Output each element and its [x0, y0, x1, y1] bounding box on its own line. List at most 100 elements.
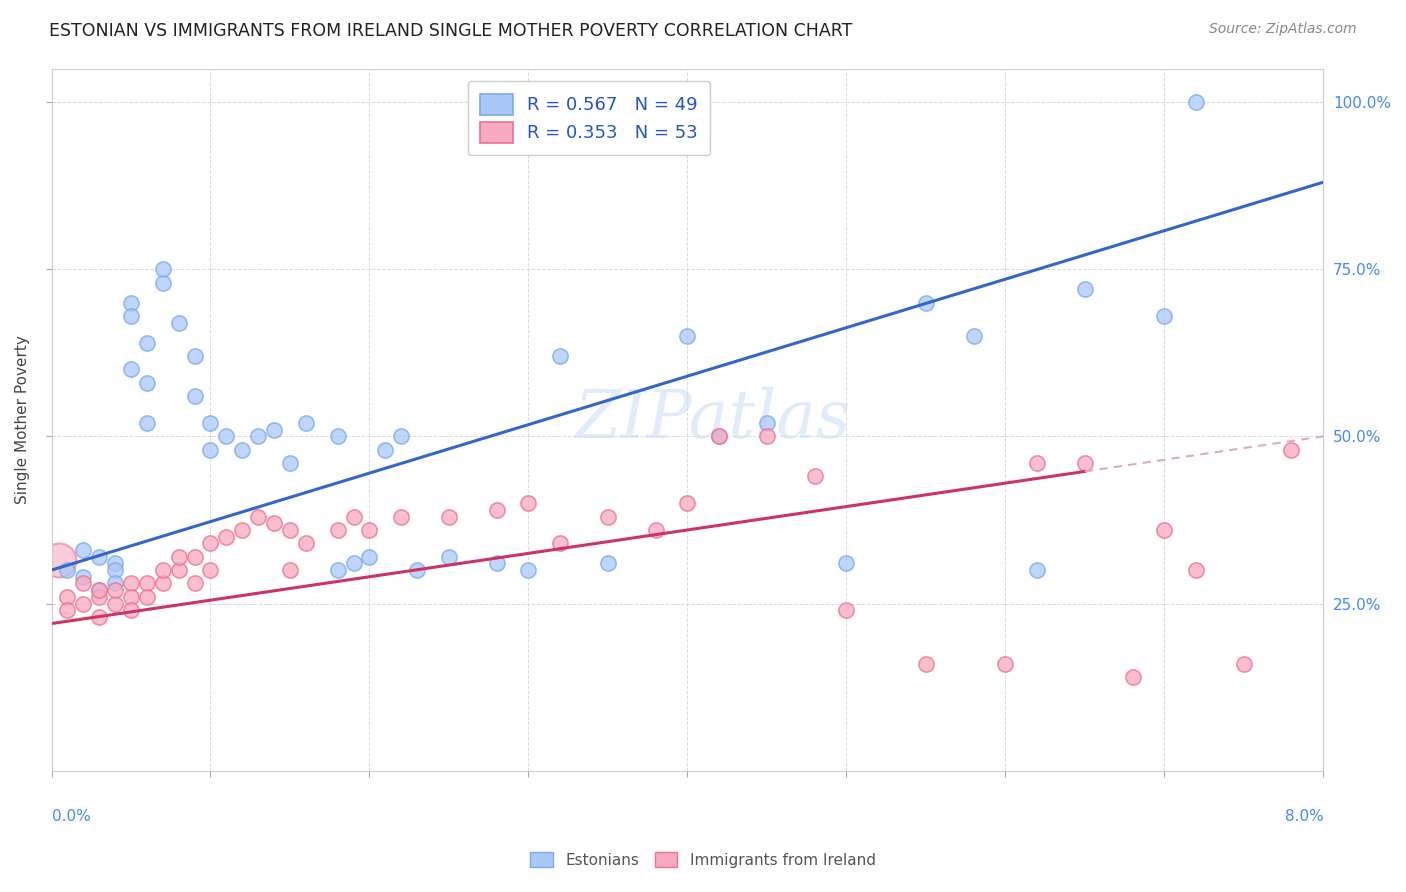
Point	[485, 503, 508, 517]
Point	[120, 603, 142, 617]
Point	[1026, 563, 1049, 577]
Point	[263, 516, 285, 531]
Point	[342, 509, 364, 524]
Point	[215, 530, 238, 544]
Point	[200, 416, 222, 430]
Point	[89, 590, 111, 604]
Point	[183, 549, 205, 564]
Point	[152, 262, 174, 277]
Text: 8.0%: 8.0%	[1285, 809, 1323, 824]
Point	[994, 657, 1017, 671]
Point	[295, 416, 318, 430]
Point	[755, 429, 778, 443]
Point	[709, 429, 731, 443]
Point	[709, 429, 731, 443]
Point	[72, 576, 94, 591]
Point	[231, 523, 253, 537]
Point	[644, 523, 666, 537]
Point	[183, 349, 205, 363]
Point	[374, 442, 396, 457]
Point	[104, 557, 127, 571]
Point	[1233, 657, 1256, 671]
Point	[152, 576, 174, 591]
Point	[835, 557, 858, 571]
Text: 0.0%: 0.0%	[52, 809, 90, 824]
Point	[104, 563, 127, 577]
Point	[676, 496, 699, 510]
Point	[295, 536, 318, 550]
Point	[517, 563, 540, 577]
Point	[278, 456, 301, 470]
Point	[1153, 309, 1175, 323]
Point	[167, 563, 190, 577]
Point	[183, 389, 205, 403]
Point	[803, 469, 825, 483]
Point	[1281, 442, 1303, 457]
Text: ESTONIAN VS IMMIGRANTS FROM IRELAND SINGLE MOTHER POVERTY CORRELATION CHART: ESTONIAN VS IMMIGRANTS FROM IRELAND SING…	[49, 22, 852, 40]
Legend: R = 0.567   N = 49, R = 0.353   N = 53: R = 0.567 N = 49, R = 0.353 N = 53	[468, 81, 710, 155]
Point	[596, 557, 619, 571]
Point	[89, 583, 111, 598]
Point	[48, 553, 70, 567]
Point	[104, 597, 127, 611]
Point	[437, 549, 460, 564]
Point	[135, 376, 157, 390]
Point	[1153, 523, 1175, 537]
Point	[359, 523, 381, 537]
Point	[200, 536, 222, 550]
Point	[72, 597, 94, 611]
Point	[104, 583, 127, 598]
Point	[406, 563, 429, 577]
Point	[120, 295, 142, 310]
Point	[548, 536, 571, 550]
Point	[1185, 95, 1208, 109]
Point	[120, 576, 142, 591]
Point	[167, 549, 190, 564]
Point	[915, 295, 938, 310]
Point	[326, 429, 349, 443]
Point	[676, 329, 699, 343]
Point	[72, 543, 94, 558]
Point	[596, 509, 619, 524]
Point	[1074, 282, 1097, 296]
Legend: Estonians, Immigrants from Ireland: Estonians, Immigrants from Ireland	[524, 846, 882, 873]
Point	[89, 583, 111, 598]
Point	[278, 563, 301, 577]
Point	[326, 563, 349, 577]
Point	[835, 603, 858, 617]
Point	[200, 563, 222, 577]
Point	[278, 523, 301, 537]
Point	[120, 590, 142, 604]
Point	[152, 276, 174, 290]
Point	[183, 576, 205, 591]
Point	[167, 316, 190, 330]
Point	[1026, 456, 1049, 470]
Point	[104, 576, 127, 591]
Point	[437, 509, 460, 524]
Point	[247, 429, 270, 443]
Text: ZIPatlas: ZIPatlas	[575, 387, 851, 452]
Point	[135, 335, 157, 350]
Point	[1074, 456, 1097, 470]
Point	[342, 557, 364, 571]
Point	[135, 416, 157, 430]
Point	[152, 563, 174, 577]
Point	[56, 590, 79, 604]
Point	[1121, 670, 1143, 684]
Point	[389, 429, 412, 443]
Point	[56, 563, 79, 577]
Point	[263, 423, 285, 437]
Y-axis label: Single Mother Poverty: Single Mother Poverty	[15, 335, 30, 504]
Point	[215, 429, 238, 443]
Text: Source: ZipAtlas.com: Source: ZipAtlas.com	[1209, 22, 1357, 37]
Point	[359, 549, 381, 564]
Point	[72, 570, 94, 584]
Point	[89, 549, 111, 564]
Point	[485, 557, 508, 571]
Point	[962, 329, 984, 343]
Point	[517, 496, 540, 510]
Point	[915, 657, 938, 671]
Point	[135, 590, 157, 604]
Point	[56, 603, 79, 617]
Point	[120, 309, 142, 323]
